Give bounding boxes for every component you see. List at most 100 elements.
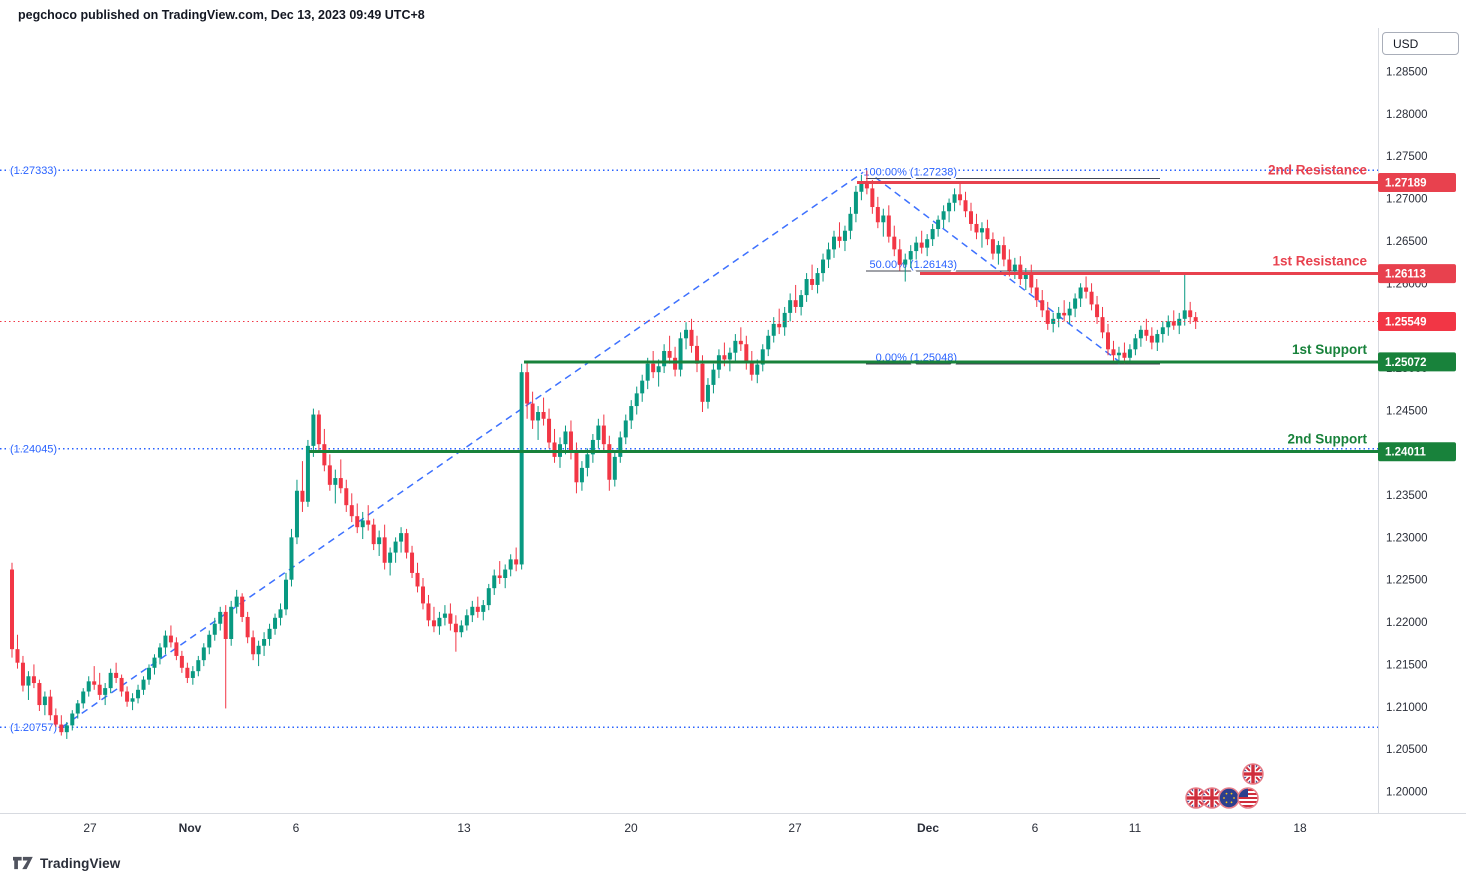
candle-body — [333, 478, 338, 485]
candle-body — [1149, 335, 1154, 343]
candle-body — [37, 683, 42, 706]
candle-body — [212, 623, 217, 635]
candle-body — [1155, 334, 1160, 343]
candle-body — [744, 344, 749, 363]
candle-body — [130, 698, 135, 702]
price-tick-label: 1.26500 — [1386, 236, 1428, 248]
candle-body — [684, 329, 689, 339]
candle-body — [738, 340, 743, 345]
price-tag-value: 1.25549 — [1385, 316, 1427, 328]
candle-body — [190, 671, 195, 678]
candle-body — [612, 456, 617, 480]
trendline[interactable] — [61, 169, 867, 728]
candle-body — [1073, 298, 1078, 309]
candle-body — [355, 516, 360, 528]
time-tick-label: 6 — [293, 821, 300, 835]
candle-body — [755, 364, 760, 375]
candle-body — [305, 445, 310, 502]
candle-body — [760, 349, 765, 365]
candle-body — [86, 681, 91, 692]
price-tick-label: 1.23000 — [1386, 532, 1428, 544]
candle-body — [941, 211, 946, 220]
candle-body — [1127, 349, 1132, 358]
candle-body — [656, 366, 661, 373]
price-tick-label: 1.21000 — [1386, 702, 1428, 714]
candle-body — [163, 635, 168, 648]
time-tick-label: 18 — [1293, 821, 1307, 835]
candle-body — [273, 617, 278, 629]
candle-body — [837, 236, 842, 241]
candle-body — [700, 363, 705, 402]
candle-body — [749, 362, 754, 375]
tradingview-brand-text: TradingView — [40, 855, 121, 871]
price-tag-value: 1.26113 — [1385, 269, 1426, 281]
candle-body — [481, 605, 486, 612]
candle-body — [651, 363, 656, 373]
candle-body — [886, 215, 891, 237]
candle-body — [1138, 329, 1143, 339]
candle-body — [48, 696, 53, 716]
candle-body — [640, 380, 645, 394]
candle-body — [475, 606, 480, 612]
candle-body — [1084, 287, 1089, 292]
candle-body — [930, 229, 935, 240]
eu-flag-icon[interactable] — [1219, 788, 1239, 808]
candle-body — [919, 242, 924, 248]
candle-body — [218, 611, 223, 624]
currency-selector-button[interactable]: USD — [1382, 32, 1459, 55]
candle-body — [821, 259, 826, 274]
candle-body — [251, 637, 256, 655]
candle-body — [108, 672, 113, 689]
price-tick-label: 1.24500 — [1386, 405, 1428, 417]
time-tick-label: Dec — [917, 821, 939, 835]
candle-body — [574, 452, 579, 483]
1st-resistance-label[interactable]: 1st Resistance — [1272, 254, 1367, 269]
candle-body — [322, 444, 327, 466]
tradingview-logo[interactable]: TradingView — [13, 855, 120, 871]
2nd-support-label[interactable]: 2nd Support — [1288, 432, 1368, 447]
candle-body — [240, 596, 245, 617]
candle-body — [75, 703, 80, 714]
candle-body — [695, 345, 699, 364]
candle-body — [207, 634, 212, 648]
2nd-resistance-label[interactable]: 2nd Resistance — [1268, 163, 1368, 178]
time-tick-label: 11 — [1129, 821, 1142, 835]
candle-body — [568, 431, 573, 453]
candle-body — [936, 219, 941, 230]
price-tick-label: 1.28000 — [1386, 109, 1428, 121]
tradingview-logo-icon — [13, 855, 34, 871]
candle-body — [157, 647, 162, 658]
candle-body — [958, 194, 963, 201]
trendline[interactable] — [865, 169, 1123, 365]
candle-body — [662, 351, 667, 367]
candle-body — [552, 442, 557, 457]
price-tick-label: 1.27000 — [1386, 194, 1428, 206]
candle-body — [256, 645, 261, 655]
candle-body — [136, 689, 141, 699]
time-tick-label: 6 — [1032, 821, 1039, 835]
candle-body — [536, 411, 541, 421]
candle-body — [1001, 245, 1006, 260]
candle-body — [229, 606, 234, 639]
candle-body — [1171, 321, 1176, 326]
candle-body — [20, 662, 25, 686]
candle-body — [1029, 273, 1034, 288]
candle-body — [371, 524, 376, 545]
1st-support-label[interactable]: 1st Support — [1292, 342, 1368, 357]
candle-body — [1144, 329, 1149, 336]
us-flag-icon[interactable] — [1238, 788, 1258, 808]
candle-body — [590, 439, 595, 455]
candle-body — [541, 411, 546, 419]
price-tag — [1378, 264, 1456, 284]
candle-body — [1095, 304, 1100, 318]
candle-body — [1182, 310, 1187, 319]
candle-body — [508, 559, 513, 570]
candle-body — [415, 572, 420, 587]
candle-body — [799, 295, 804, 307]
candle-body — [777, 323, 782, 328]
candle-body — [1078, 287, 1083, 299]
candle-body — [1062, 312, 1067, 316]
candle-body — [1040, 300, 1045, 311]
